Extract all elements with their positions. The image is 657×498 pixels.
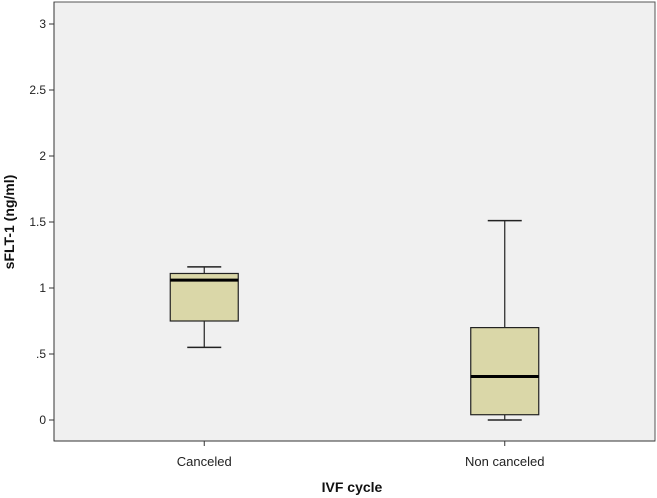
x-axis-title: IVF cycle: [322, 479, 383, 495]
x-axis-ticks: Canceled Non canceled: [177, 441, 545, 469]
y-tick-label: 2.5: [29, 83, 46, 97]
plot-area: [53, 1, 656, 442]
y-tick-label: 1: [39, 281, 46, 295]
x-tick-label: Canceled: [177, 454, 232, 469]
x-tick-label: Non canceled: [465, 454, 545, 469]
y-axis-ticks: 0 .5 1 1.5 2 2.5 3: [29, 17, 54, 427]
y-tick-label: 3: [39, 17, 46, 31]
box-series: [169, 219, 540, 421]
box-1: [169, 266, 239, 349]
y-tick-label: .5: [36, 347, 46, 361]
y-axis-title: sFLT-1 (ng/ml): [1, 175, 17, 270]
box-2: [470, 219, 540, 421]
y-tick-label: 2: [39, 149, 46, 163]
iqr-box: [470, 327, 540, 416]
y-tick-label: 0: [39, 413, 46, 427]
y-tick-label: 1.5: [29, 215, 46, 229]
